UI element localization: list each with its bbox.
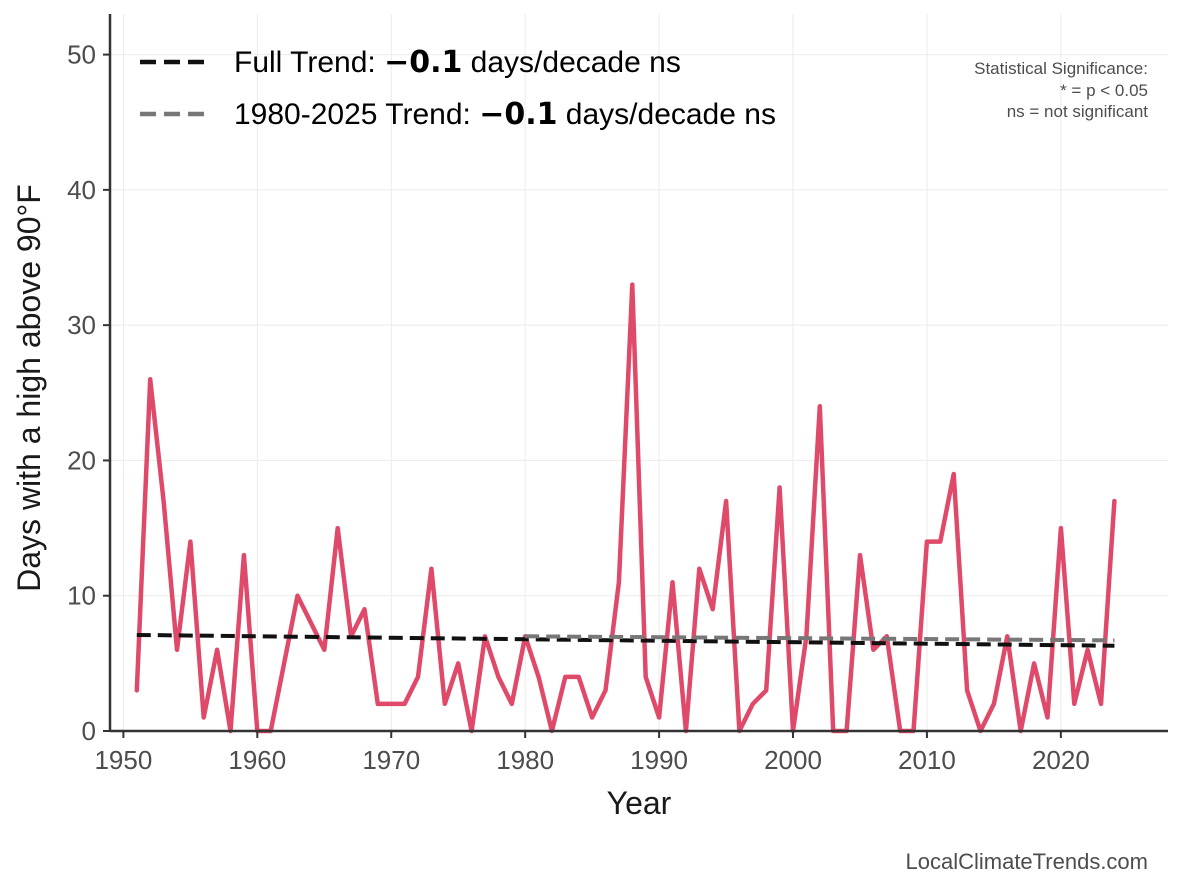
significance-line-1: Statistical Significance:	[974, 59, 1148, 78]
ticks: 0 10 20 30 40 50 1950 1960 1970 1980 1990 2000 2010 2…	[67, 40, 1090, 775]
grid	[110, 14, 1168, 732]
trend-line-2	[525, 634, 1115, 643]
trend-line-1	[136, 632, 1115, 648]
y-tick-label: 20	[67, 445, 96, 475]
significance-note: Statistical Significance: * = p < 0.05 n…	[974, 59, 1148, 121]
series-layer	[134, 282, 1117, 734]
y-tick-label: 50	[67, 40, 96, 70]
axes	[108, 14, 1168, 733]
x-tick-label: 2020	[1032, 745, 1090, 775]
significance-line-3: ns = not significant	[1007, 102, 1149, 121]
legend: Full Trend: −0.1 days/decade ns 1980-2025…	[140, 45, 776, 132]
legend-label-1: Full Trend: −0.1 days/decade ns	[234, 45, 681, 80]
x-tick-label: 1980	[496, 745, 554, 775]
x-tick-label: 1990	[630, 745, 688, 775]
x-axis-title: Year	[607, 785, 672, 821]
y-tick-label: 30	[67, 310, 96, 340]
x-tick-label: 1960	[228, 745, 286, 775]
x-tick-label: 1970	[362, 745, 420, 775]
y-tick-label: 0	[82, 716, 96, 746]
y-tick-label: 10	[67, 581, 96, 611]
x-tick-label: 2000	[764, 745, 822, 775]
credit-text: LocalClimateTrends.com	[906, 849, 1149, 874]
significance-line-2: * = p < 0.05	[1060, 81, 1148, 100]
y-axis-title: Days with a high above 90°F	[11, 184, 47, 592]
y-tick-label: 40	[67, 175, 96, 205]
legend-label-2: 1980-2025 Trend: −0.1 days/decade ns	[234, 97, 776, 132]
x-tick-label: 1950	[94, 745, 152, 775]
x-tick-label: 2010	[898, 745, 956, 775]
trend-lines	[136, 632, 1115, 648]
series-line-1	[134, 282, 1117, 734]
